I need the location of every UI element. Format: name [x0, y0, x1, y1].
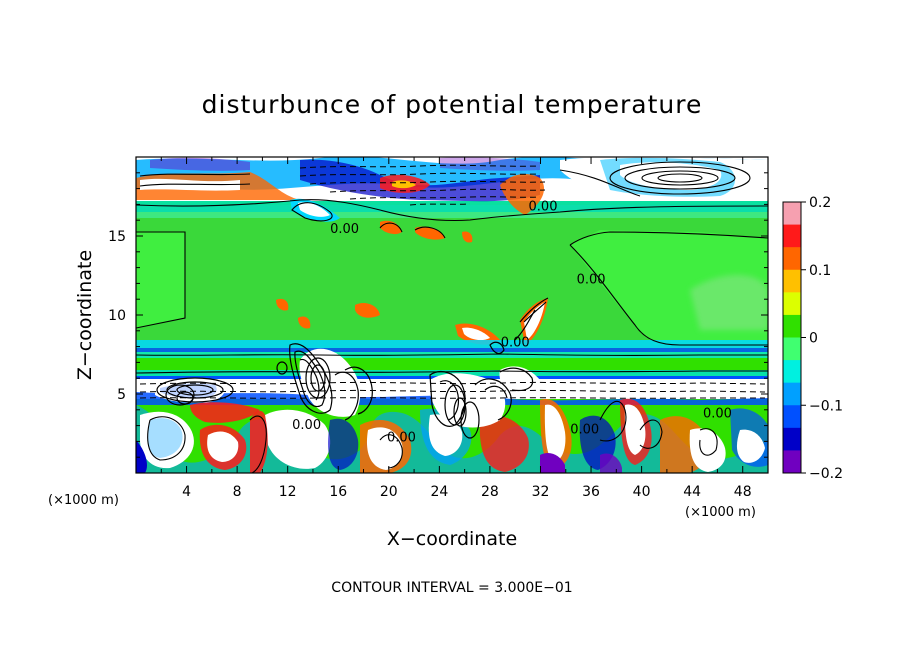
colorbar-tick-label: −0.1	[809, 398, 843, 414]
x-unit-label-left: (×1000 m)	[48, 493, 119, 508]
colorbar-swatch	[783, 337, 801, 361]
contour-lines	[136, 199, 768, 473]
dashed-contours	[139, 164, 766, 399]
x-tick-label: 36	[582, 484, 600, 500]
contour-label: 0.00	[703, 407, 732, 422]
y-tick-label: 5	[117, 387, 126, 403]
colorbar-tick-label: 0	[809, 331, 818, 347]
chart-title: disturbunce of potential temperature	[202, 90, 703, 119]
upper-contour-rings	[139, 161, 751, 197]
x-axis: 4 8 12 16 20 24 28 32 36 40 44 48	[160, 157, 752, 500]
colorbar-swatch	[783, 247, 801, 271]
contour-label: 0.00	[570, 423, 599, 438]
x-tick-label: 48	[734, 484, 752, 500]
colorbar-swatch	[783, 427, 801, 451]
x-tick-label: 4	[182, 484, 191, 500]
contour-label: 0.00	[529, 200, 558, 215]
x-tick-label: 20	[380, 484, 398, 500]
colorbar-tick-label: −0.2	[809, 466, 843, 482]
colorbar-tick-label: 0.1	[809, 263, 831, 279]
x-tick-label: 12	[279, 484, 297, 500]
contour-labels: 0.00 0.00 0.00 0.00 0.00 0.00 0.00 0.00	[292, 200, 732, 446]
contour-interval-note: CONTOUR INTERVAL = 3.000E−01	[331, 580, 572, 596]
colorbar-swatch	[783, 314, 801, 338]
contour-label: 0.00	[577, 272, 606, 287]
contour-label: 0.00	[330, 222, 359, 237]
colorbar-swatch	[783, 382, 801, 406]
colorbar: 0.2 0.1 0 −0.1 −0.2	[782, 195, 843, 482]
x-tick-label: 16	[329, 484, 347, 500]
colorbar-tick-label: 0.2	[809, 195, 831, 211]
y-axis: 5 10 15	[108, 172, 768, 458]
x-axis-title: X−coordinate	[387, 528, 517, 550]
colorbar-swatch	[783, 360, 801, 384]
y-tick-label: 15	[108, 229, 126, 245]
y-axis-title: Z−coordinate	[74, 250, 96, 380]
colorbar-swatch	[783, 269, 801, 293]
x-tick-label: 44	[683, 484, 701, 500]
x-tick-label: 32	[532, 484, 550, 500]
contour-label: 0.00	[501, 336, 530, 351]
colorbar-swatch	[783, 405, 801, 429]
contour-label: 0.00	[387, 430, 416, 445]
x-unit-label-right: (×1000 m)	[685, 505, 756, 520]
x-tick-label: 8	[233, 484, 242, 500]
colorbar-swatch	[783, 292, 801, 316]
colorbar-swatch	[783, 224, 801, 248]
x-tick-label: 40	[633, 484, 651, 500]
contour-label: 0.00	[292, 418, 321, 433]
colorbar-swatch	[783, 450, 801, 474]
colorbar-swatch	[783, 202, 801, 226]
x-tick-label: 28	[481, 484, 499, 500]
y-tick-label: 10	[108, 308, 126, 324]
x-tick-label: 24	[430, 484, 448, 500]
